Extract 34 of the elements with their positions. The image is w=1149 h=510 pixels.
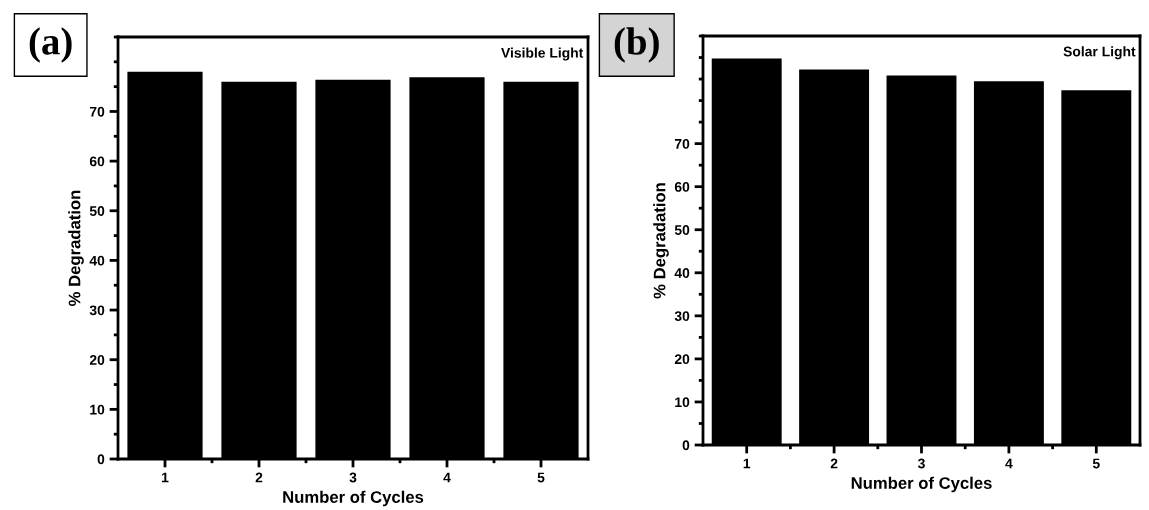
annotation: Visible Light [501,47,584,61]
x-tick-label: 3 [349,472,357,483]
y-tick-label: 20 [89,355,105,365]
y-tick-label: 40 [674,268,690,278]
x-tick-label: 5 [537,472,545,483]
text: (b) [614,27,659,63]
x-axis-title: Number of Cycles [851,476,992,493]
x-tick-label: 3 [917,458,925,469]
y-tick-label: 10 [675,397,690,408]
x-tick-label: 1 [162,472,169,483]
x-tick-label: 1 [743,458,751,469]
y-tick-label: 0 [97,454,105,465]
y-tick-label: 60 [674,182,690,192]
text: (a) [29,27,72,63]
y-tick-label: 30 [89,305,105,316]
y-tick-label: 70 [674,138,690,149]
x-tick-label: 4 [1005,458,1013,469]
y-tick-label: 20 [674,354,690,365]
y-tick-label: 70 [89,106,105,117]
y-tick-label: 50 [674,225,690,235]
y-axis-title: % Degradation [68,190,84,306]
x-tick-label: 4 [443,472,451,483]
y-tick-label: 40 [89,255,105,266]
x-axis-title: Number of Cycles [283,490,424,507]
y-tick-label: 60 [89,156,105,167]
x-tick-label: 2 [255,472,263,483]
x-tick-label: 2 [830,458,838,469]
y-tick-label: 30 [674,311,690,322]
y-tick-label: 0 [682,440,690,451]
annotation: Solar Light [1063,46,1136,60]
y-tick-label: 50 [89,206,105,216]
y-axis-title: % Degradation [653,183,669,299]
y-tick-label: 10 [90,404,105,415]
x-tick-label: 5 [1092,458,1100,469]
